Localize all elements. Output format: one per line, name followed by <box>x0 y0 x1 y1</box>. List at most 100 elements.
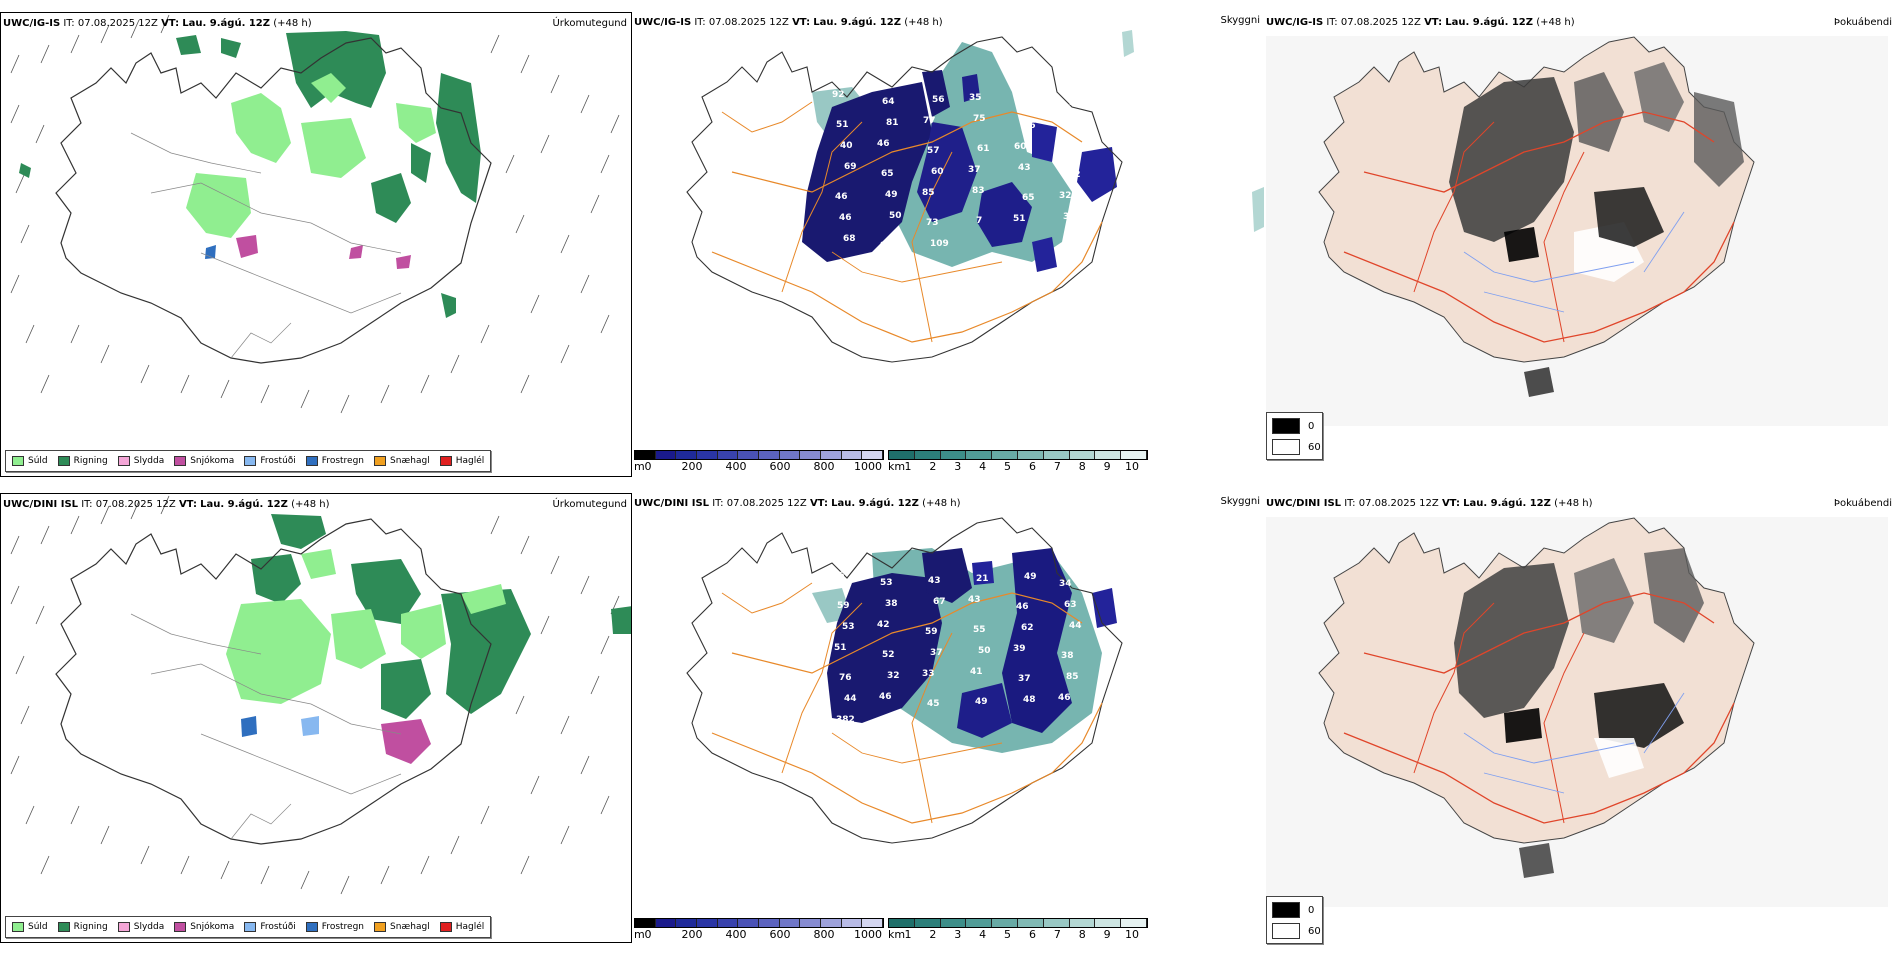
visibility-label: 43 <box>968 595 981 605</box>
precip-panel-row1: UWC/IG-IS IT: 07.08.2025 12Z VT: Lau. 9.… <box>0 12 632 477</box>
legend-swatch <box>57 456 70 466</box>
visibility-label: 50 <box>978 646 991 656</box>
fog-legend: 0 60 <box>1266 412 1323 460</box>
legend-item: Súld <box>12 456 48 466</box>
legend-item: Slydda <box>117 456 165 466</box>
visibility-label: 68 <box>843 234 856 244</box>
fog-index-shading <box>1449 62 1744 397</box>
colorbar-km: 1 2 3 4 5 6 7 8 9 10 km <box>888 450 1148 477</box>
model-name: UWC/DINI ISL <box>634 498 710 509</box>
legend-item: Frostregn <box>305 456 364 466</box>
colorbar-tick: 800 <box>813 928 835 941</box>
precip-drizzle-areas <box>186 73 436 238</box>
legend-label: Rigning <box>73 456 108 466</box>
fog-legend-item: 0 <box>1272 902 1314 918</box>
fog-map <box>1266 36 1888 426</box>
colorbar-cell <box>889 451 915 459</box>
visibility-label: 46 <box>832 571 845 581</box>
colorbar-unit: km <box>888 928 906 941</box>
visibility-label: 32 <box>1059 191 1072 201</box>
legend-swatch <box>374 456 387 466</box>
visibility-label: 36 <box>1019 91 1032 101</box>
legend-swatch <box>57 922 70 932</box>
visibility-label: 63 <box>1064 600 1077 610</box>
colorbar-cell <box>1043 451 1070 459</box>
colorbar-tick: 1000 <box>854 928 882 941</box>
legend-swatch <box>244 922 257 932</box>
fog-height-blue-areas <box>802 70 1117 272</box>
colorbar-cell <box>992 919 1018 927</box>
colorbar-cell <box>759 919 780 927</box>
colorbar-cell <box>1095 451 1122 459</box>
visibility-label: 37 <box>1018 674 1031 684</box>
visibility-label: 51 <box>836 120 849 130</box>
colorbar-tick: 3 <box>954 928 962 941</box>
visibility-label: 34 <box>1059 579 1072 589</box>
fog-legend-label: 60 <box>1308 925 1321 937</box>
panel-header: UWC/IG-IS IT: 07.08.2025 12Z VT: Lau. 9.… <box>1266 17 1575 28</box>
colorbar-cell <box>1043 919 1070 927</box>
visibility-label: 83 <box>972 186 985 196</box>
colorbar-tick: 1000 <box>854 460 882 473</box>
visibility-label: 7 <box>976 216 982 226</box>
precip-rain-areas <box>19 31 481 318</box>
visibility-label: 94 <box>880 241 893 251</box>
legend-item: Rigning <box>57 456 108 466</box>
visibility-label: 46 <box>879 692 892 702</box>
precip-legend: Súld Rigning Slydda Snjókoma Frostúði Frostre… <box>5 450 492 472</box>
legend-label: Slydda <box>133 456 165 466</box>
visibility-label: 53 <box>842 622 855 632</box>
legend-swatch <box>174 922 187 932</box>
visibility-value-labels: 92 64 56 35 36 38 51 81 77 75 46 33 40 46 57 61 60 48 69 65… <box>832 90 1082 251</box>
legend-item: Frostúði <box>244 922 296 932</box>
legend-swatch <box>117 456 130 466</box>
colorbar-cell <box>697 919 718 927</box>
colorbar-tick: 5 <box>1004 460 1012 473</box>
model-name: UWC/IG-IS <box>1266 17 1324 28</box>
legend-label: Snæhagl <box>390 456 430 466</box>
colorbar-tick: 9 <box>1103 928 1111 941</box>
colorbar-cell <box>655 451 677 459</box>
visibility-label: 50 <box>889 211 902 221</box>
colorbar-cell <box>1121 451 1147 459</box>
colorbar-tick: 4 <box>979 460 987 473</box>
colorbar-tick: 1 <box>904 460 912 473</box>
fog-panel-row1: UWC/IG-IS IT: 07.08.2025 12Z VT: Lau. 9.… <box>1264 12 1900 477</box>
visibility-panel-row1: UWC/IG-IS IT: 07.08.2025 12Z VT: Lau. 9.… <box>632 12 1264 477</box>
legend-label: Frostregn <box>321 922 365 932</box>
visibility-label: 85 <box>1066 672 1079 682</box>
legend-item: Snjókoma <box>174 922 234 932</box>
model-name: UWC/IG-IS <box>634 17 692 28</box>
colorbar-cell <box>1095 919 1122 927</box>
colorbar-tick: 5 <box>1004 928 1012 941</box>
legend-swatch <box>12 922 24 932</box>
legend-item: Haglél <box>439 922 484 932</box>
colorbar-tick: 8 <box>1078 928 1086 941</box>
visibility-label: 382 <box>836 715 855 725</box>
colorbar-cell <box>1121 919 1147 927</box>
colorbar-cell <box>779 919 801 927</box>
visibility-label: 59 <box>925 627 938 637</box>
legend-label: Snæhagl <box>390 922 430 932</box>
colorbar-cell <box>717 451 739 459</box>
legend-item: Haglél <box>439 456 485 466</box>
colorbar-cell <box>1017 919 1044 927</box>
precip-snow-areas <box>241 716 431 764</box>
legend-item: Rigning <box>57 922 108 932</box>
legend-label: Haglél <box>455 456 485 466</box>
fog-map <box>1266 517 1888 907</box>
fog-legend: 0 60 <box>1266 896 1323 944</box>
panel-header: UWC/DINI ISL IT: 07.08.2025 12Z VT: Lau.… <box>3 499 330 510</box>
model-name: UWC/IG-IS <box>3 18 61 29</box>
colorbar-cell <box>940 451 967 459</box>
colorbar-cell <box>759 451 780 459</box>
visibility-label: 49 <box>975 697 988 707</box>
legend-label: Rigning <box>73 922 108 932</box>
legend-item: Súld <box>12 922 48 932</box>
colorbar-cell <box>655 919 677 927</box>
visibility-label: 67 <box>933 597 946 607</box>
colorbar-unit: km <box>888 460 906 473</box>
colorbar-m: 0 200 400 600 800 1000 m <box>634 450 884 477</box>
colorbar-cell <box>800 451 822 459</box>
